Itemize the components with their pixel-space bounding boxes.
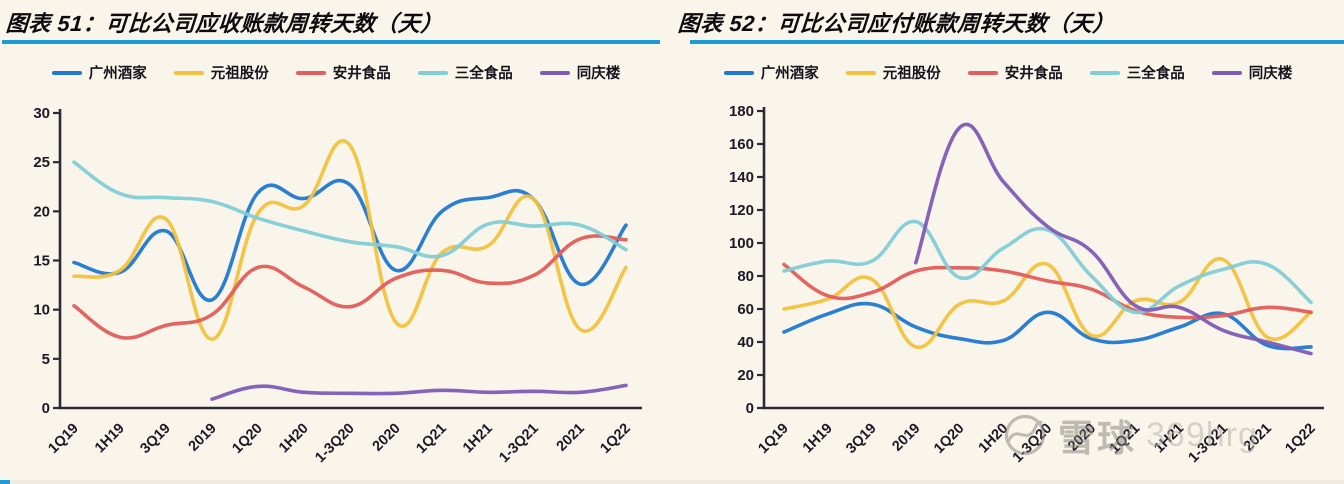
x-axis-label: 3Q19 [843,421,879,457]
y-axis-label: 180 [729,103,754,120]
x-axis-label: 1Q19 [45,421,81,457]
series-line [782,257,1313,349]
legend-swatch [723,70,754,75]
legend-item: 同庆楼 [1211,62,1293,83]
legend-item: 同庆楼 [539,62,621,83]
title-underline [690,40,1344,44]
legend-item: 三全食品 [1089,62,1185,83]
next-figure-underline-fragment [0,480,10,484]
x-axis-label: 1-3Q21 [496,421,542,467]
legend-label: 元祖股份 [882,66,941,82]
legend-label: 广州酒家 [88,66,147,82]
legend-label: 广州酒家 [760,66,819,82]
legend-item: 广州酒家 [51,62,147,83]
series-line [913,122,1313,356]
x-axis-label: 1Q22 [597,421,633,457]
y-axis-label: 25 [33,154,50,171]
x-axis-label: 1H20 [276,421,312,457]
series-line [782,219,1313,315]
y-axis-label: 15 [33,253,50,270]
legend-label: 三全食品 [1126,66,1185,82]
legend-item: 三全食品 [417,62,513,83]
x-axis-label: 1-3Q20 [1010,421,1056,467]
x-axis-label: 1H21 [1151,421,1187,457]
x-axis-label: 1Q19 [755,421,791,457]
x-axis-label: 1Q21 [1107,421,1143,457]
legend-swatch [173,70,204,75]
page-bottom-strip [0,480,1344,484]
legend-item: 安井食品 [967,62,1063,83]
title-underline [2,40,660,44]
x-axis-label: 1H20 [976,421,1012,457]
x-axis-label: 2019 [186,421,220,455]
y-axis-label: 0 [42,400,50,417]
series-line [782,262,1313,320]
legend-swatch [539,70,570,75]
x-axis-label: 3Q19 [137,421,173,457]
x-axis-label: 1Q20 [931,421,967,457]
legend-swatch [51,70,82,75]
y-axis-label: 20 [737,367,754,384]
legend-label: 元祖股份 [210,66,269,82]
x-axis-label: 1H19 [92,421,128,457]
legend-label: 安井食品 [332,66,391,82]
legend-item: 安井食品 [295,62,391,83]
x-axis-label: 1Q22 [1282,421,1318,457]
legend-item: 广州酒家 [723,62,819,83]
line-chart-payable-days: 0 20 40 60 80 100 120 140 160 180 1Q19 1H19 3Q19 2019… [729,103,1324,467]
legend-label: 同庆楼 [1248,66,1293,82]
legend-label: 三全食品 [454,66,513,82]
x-axis-label: 2021 [1241,421,1275,455]
y-axis-label: 20 [33,203,50,220]
legend-item: 元祖股份 [173,62,269,83]
y-axis-label: 80 [737,268,754,285]
series-line [210,383,628,401]
x-axis-label: 2020 [1065,421,1099,455]
x-axis-label: 2019 [889,421,923,455]
legend-item: 元祖股份 [845,62,941,83]
legend-swatch [845,70,876,75]
series-line [72,160,628,259]
x-axis-label: 1-3Q21 [1185,421,1231,467]
x-axis-label: 1-3Q20 [312,421,358,467]
series-line [72,234,628,340]
x-axis-label: 2020 [370,421,404,455]
y-axis-label: 5 [42,351,50,368]
y-axis-label: 0 [746,400,754,417]
legend-label: 安井食品 [1004,66,1063,82]
y-axis-label: 120 [729,202,754,219]
x-axis-label: 1H21 [460,421,496,457]
x-axis-label: 1Q20 [229,421,265,457]
y-axis-label: 40 [737,334,754,351]
legend-swatch [295,70,326,75]
chart-panel-payable-days: 图表 52：可比公司应付账款周转天数（天） 广州酒家 元祖股份 安井食品 三全食品 同庆… [672,0,1344,484]
y-axis-label: 100 [729,235,754,252]
chart-panel-receivable-days: 图表 51：可比公司应收账款周转天数（天） 广州酒家 元祖股份 安井食品 三全食品 同庆… [0,11,672,467]
legend-swatch [1211,70,1242,75]
x-axis-label: 1H19 [800,421,836,457]
legend-label: 同庆楼 [576,66,621,82]
x-axis-label: 1Q21 [413,421,449,457]
legend-swatch [1089,70,1120,75]
y-axis-label: 30 [33,105,50,122]
legend-swatch [417,70,448,75]
x-axis-label: 2021 [554,421,588,455]
series-line [72,138,628,342]
series-line [782,301,1313,351]
legend: 广州酒家 元祖股份 安井食品 三全食品 同庆楼 [0,62,672,83]
y-axis-label: 60 [737,301,754,318]
legend-swatch [967,70,998,75]
y-axis-label: 140 [729,169,754,186]
y-axis-label: 10 [33,302,50,319]
y-axis-label: 160 [729,136,754,153]
legend: 广州酒家 元祖股份 安井食品 三全食品 同庆楼 [672,62,1344,83]
